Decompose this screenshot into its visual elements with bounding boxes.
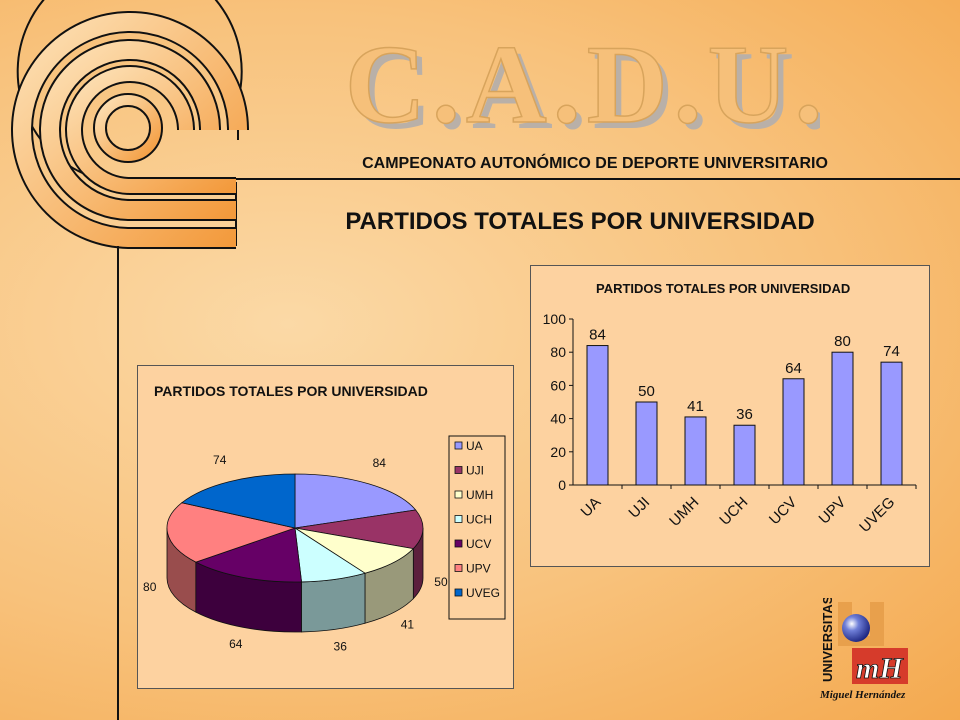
pie-slice-uji (294, 509, 424, 550)
pie-chart: 84 50 41 36 64 80 74 UA UJI UMH UCH UCV UPV UVEG (143, 435, 506, 654)
pie-slice-ucv (194, 527, 303, 583)
pie-slice-umh (294, 527, 415, 574)
bar-y-tick-label: 100 (543, 311, 567, 327)
pie-slice-ua (294, 473, 417, 529)
pie-legend-label: UJI (466, 464, 484, 478)
cadu-logo-text: C.A.D.U. (345, 23, 820, 142)
bar-data-label: 36 (736, 406, 753, 423)
pie-slice-upv (166, 502, 297, 563)
umh-name: Miguel Hernández (819, 689, 906, 701)
bar-chart-panel: PARTIDOS TOTALES POR UNIVERSIDAD 0 20 40 60… (530, 265, 930, 567)
pie-slice-uveg (180, 473, 296, 529)
pie-data-label: 41 (401, 618, 415, 632)
page-subtitle: CAMPEONATO AUTONÓMICO DE DEPORTE UNIVERS… (362, 155, 828, 172)
umh-monogram: mH (856, 652, 904, 685)
bar-x-tick-label: UVEG (856, 494, 898, 536)
pie-legend-label: UCV (466, 537, 491, 551)
bar-chart-title: PARTIDOS TOTALES POR UNIVERSIDAD (596, 281, 851, 296)
pie-legend-label: UVEG (466, 586, 500, 600)
bar-umh (684, 416, 707, 486)
bar-x-tick-label: UCV (766, 494, 800, 528)
bar-y-tick-label: 0 (558, 477, 566, 493)
pie-legend-label: UCH (466, 513, 492, 527)
bar-x-tick-label: UPV (815, 494, 849, 528)
pie-data-label: 74 (213, 453, 227, 467)
pie-side-uch (301, 572, 366, 633)
bar-ua (586, 345, 609, 486)
pie-legend-swatch (454, 539, 463, 548)
left-divider (117, 246, 119, 720)
pie-legend-swatch (454, 490, 463, 499)
pie-data-label: 50 (434, 575, 448, 589)
bar-data-label: 50 (638, 383, 655, 400)
bar-uveg (880, 361, 903, 486)
bar-x-tick-label: UJI (625, 494, 653, 522)
bar-y-tick-label: 20 (550, 444, 566, 460)
pie-data-label: 80 (143, 580, 157, 594)
bar-chart: 0 20 40 60 80 100 84 UA 50 UJI 41 UMH 36 UCH 64 UCV 80 UP… (543, 311, 917, 536)
bar-x-tick-label: UMH (666, 494, 702, 530)
bar-data-label: 74 (883, 343, 900, 360)
pie-legend-swatch (454, 564, 463, 572)
bar-y-tick-label: 60 (550, 377, 566, 393)
bar-data-label: 80 (834, 333, 851, 350)
pie-legend-swatch (454, 441, 463, 450)
pie-legend-label: UPV (466, 562, 491, 576)
bar-uch (733, 424, 756, 486)
cadu-logo-icon (11, 0, 249, 249)
cadu-logo-title: C.A.D.U. C.A.D.U. (344, 22, 820, 142)
pie-data-label: 36 (334, 640, 348, 654)
pie-data-label: 64 (229, 637, 243, 651)
bar-y-tick-label: 40 (550, 411, 566, 427)
bar-x-tick-label: UCH (716, 494, 751, 529)
bar-upv (831, 351, 854, 486)
bar-x-tick-label: UA (578, 494, 605, 521)
pie-chart-title: PARTIDOS TOTALES POR UNIVERSIDAD (154, 383, 428, 399)
umh-logo: UNIVERSITAS mH Miguel Hernández (819, 598, 908, 701)
pie-legend-label: UMH (466, 488, 493, 502)
pie-legend-swatch (454, 466, 463, 474)
bar-ucv (782, 378, 805, 486)
pie-legend-swatch (454, 515, 463, 523)
bar-uji (635, 401, 658, 486)
bar-y-tick-label: 80 (550, 344, 566, 360)
pie-data-label: 84 (373, 456, 387, 470)
pie-chart-panel: PARTIDOS TOTALES POR UNIVERSIDAD 84 50 41 3… (137, 365, 514, 689)
header-divider (236, 178, 960, 180)
cadu-logo-shadow: C.A.D.U. (351, 29, 820, 142)
bar-data-label: 41 (687, 398, 704, 415)
bar-data-label: 84 (589, 327, 606, 344)
pie-legend-swatch (454, 588, 463, 597)
page-title: PARTIDOS TOTALES POR UNIVERSIDAD (345, 208, 815, 235)
bar-data-label: 64 (785, 360, 802, 377)
umh-vertical-text: UNIVERSITAS (820, 598, 835, 682)
pie-legend-label: UA (466, 439, 483, 453)
